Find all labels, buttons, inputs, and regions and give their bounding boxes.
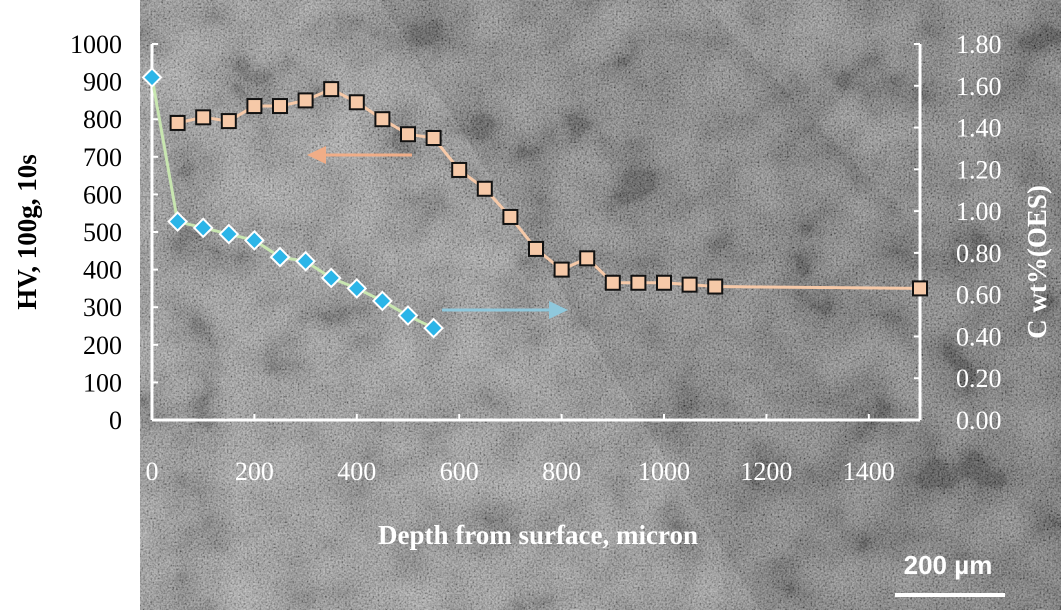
data-point-square (425, 130, 442, 146)
axis-labels: 0 100 200 300 400 500 600 700 800 900 1000 0.00 0.20… (12, 30, 1052, 550)
y-tick-label: 100 (83, 368, 122, 397)
y2-tick-label: 0.00 (956, 406, 1002, 435)
data-point-square (656, 274, 672, 291)
data-point-square (707, 278, 724, 295)
y-tick-label: 600 (83, 180, 122, 209)
data-point-square (400, 126, 416, 143)
data-point-square (323, 81, 340, 98)
y2-axis-title: C wt%(OES) (1022, 185, 1052, 339)
y-tick-label: 800 (83, 105, 122, 134)
data-point-square (246, 98, 263, 115)
y-axis-title: HV, 100g, 10s (12, 154, 42, 310)
data-point-diamond (320, 267, 342, 289)
data-point-square (348, 94, 365, 111)
data-point-diamond (397, 305, 419, 326)
x-tick-label: 200 (235, 457, 274, 486)
data-point-square (912, 280, 928, 297)
scale-bar: 200 µm (895, 550, 1005, 597)
data-point-square (220, 113, 237, 130)
data-point-square (502, 208, 519, 225)
x-tick-label: 400 (337, 457, 376, 486)
y2-tick-label: 1.40 (956, 114, 1002, 143)
arrow-right-head (549, 301, 568, 319)
x-tick-label: 0 (146, 457, 159, 486)
y-tick-label: 300 (83, 293, 122, 322)
x-tick-label: 1400 (843, 457, 895, 486)
y2-tick-label: 1.60 (956, 72, 1002, 101)
y2-tick-label: 1.80 (956, 30, 1002, 59)
x-tick-label: 1200 (740, 457, 792, 486)
x-tick-label: 1000 (638, 457, 690, 486)
data-point-square (195, 109, 212, 126)
data-point-square (374, 111, 391, 128)
data-point-square (553, 261, 570, 278)
x-tick-label: 800 (542, 457, 581, 486)
x-axis-title: Depth from surface, micron (378, 520, 698, 550)
y-tick-label: 0 (109, 406, 122, 435)
data-point-square (297, 92, 314, 109)
y2-tick-label: 1.20 (956, 155, 1002, 184)
y2-tick-label: 0.60 (956, 281, 1002, 310)
arrow-left-head (307, 146, 326, 164)
y-tick-label: 700 (83, 143, 122, 172)
data-point-diamond (346, 277, 368, 299)
data-point-square (630, 274, 647, 291)
data-point-square (272, 98, 288, 115)
data-point-diamond (167, 211, 189, 232)
data-point-diamond (269, 246, 291, 268)
y-tick-label: 900 (83, 68, 122, 97)
data-point-square (476, 180, 493, 197)
data-point-square (169, 114, 186, 131)
data-point-diamond (295, 250, 317, 272)
data-point-diamond (192, 217, 214, 239)
y-tick-label: 200 (83, 331, 122, 360)
y-tick-label: 400 (83, 256, 122, 285)
scale-bar-label: 200 µm (904, 550, 993, 580)
y2-tick-label: 0.40 (956, 322, 1002, 351)
data-point-square (451, 161, 468, 178)
data-point-diamond (243, 229, 265, 251)
y2-tick-label: 0.80 (956, 239, 1002, 268)
data-point-square (579, 250, 596, 267)
y2-tick-label: 0.20 (956, 364, 1002, 393)
data-point-square (604, 274, 621, 291)
y-tick-label: 1000 (70, 30, 122, 59)
annotations (307, 146, 568, 319)
data-point-diamond (371, 290, 393, 312)
data-point-diamond (218, 223, 240, 245)
axes (150, 43, 922, 422)
data-point-square (681, 276, 698, 293)
y2-tick-label: 1.00 (956, 197, 1002, 226)
y-tick-label: 500 (83, 218, 122, 247)
data-point-diamond (141, 67, 163, 88)
data-point-square (528, 240, 544, 257)
data-point-diamond (423, 317, 445, 339)
x-tick-label: 600 (440, 457, 479, 486)
data-markers (141, 67, 928, 339)
